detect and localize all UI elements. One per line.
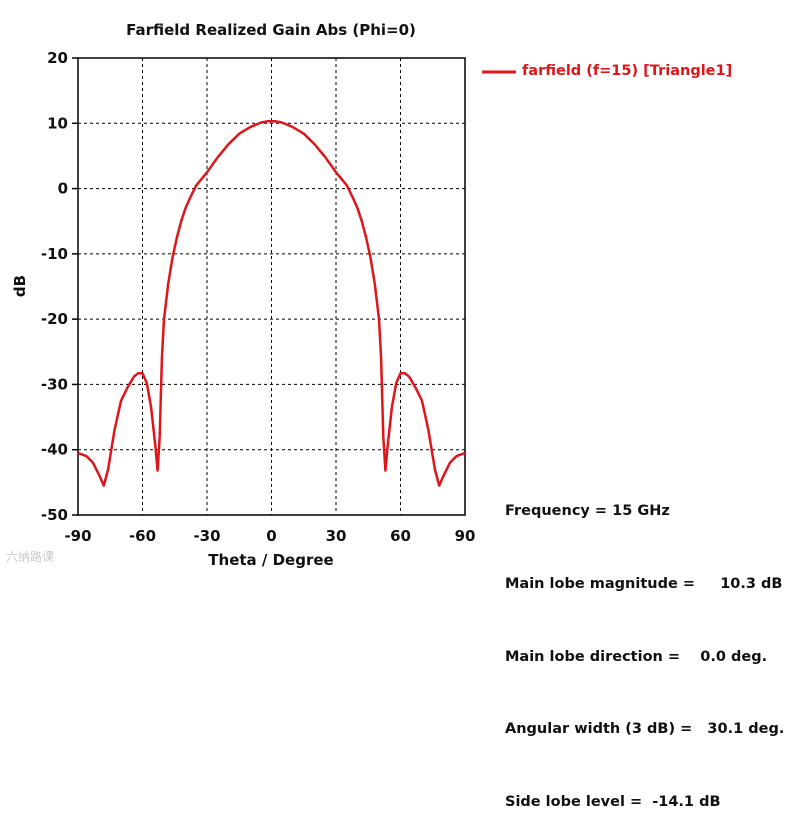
farfield-chart: Farfield Realized Gain Abs (Phi=0) -90 -6… (11, 21, 516, 569)
x-tick-label: -60 (129, 527, 156, 545)
side-lobe-level-text: Side lobe level = -14.1 dB (505, 793, 721, 810)
statistics-panel: Frequency = 15 GHz Main lobe magnitude =… (505, 451, 784, 838)
y-tick-label: -20 (41, 310, 68, 328)
x-tick-label: -30 (193, 527, 220, 545)
y-tick-label: -10 (41, 245, 68, 263)
watermark-text: 六纳路课 (6, 550, 55, 564)
y-tick-label: 10 (47, 114, 68, 132)
x-axis-ticks: -90 -60 -30 0 30 60 90 (64, 527, 475, 545)
x-tick-label: 60 (390, 527, 411, 545)
y-tick-label: -40 (41, 441, 68, 459)
main-lobe-magnitude-text: Main lobe magnitude = 10.3 dB (505, 576, 783, 593)
chart-title: Farfield Realized Gain Abs (Phi=0) (126, 21, 416, 39)
x-axis-label: Theta / Degree (208, 551, 333, 569)
grid-lines (78, 58, 465, 515)
y-tick-label: 20 (47, 49, 68, 67)
y-tick-label: -30 (41, 375, 68, 393)
y-axis-ticks: -50 -40 -30 -20 -10 0 10 20 (41, 49, 78, 524)
plot-frame (77, 57, 466, 516)
y-axis-label: dB (11, 275, 29, 297)
series-group (77, 120, 466, 487)
x-tick-label: 0 (266, 527, 276, 545)
y-tick-label: -50 (41, 506, 68, 524)
series-line-0 (77, 120, 466, 487)
x-tick-label: 90 (455, 527, 476, 545)
legend-entry-farfield: farfield (f=15) [Triangle1] (522, 63, 733, 79)
y-tick-label: 0 (58, 180, 68, 198)
frequency-text: Frequency = 15 GHz (505, 503, 670, 520)
x-tick-label: 30 (326, 527, 347, 545)
x-tick-label: -90 (64, 527, 91, 545)
main-lobe-direction-text: Main lobe direction = 0.0 deg. (505, 648, 768, 665)
angular-width-text: Angular width (3 dB) = 30.1 deg. (505, 721, 785, 738)
